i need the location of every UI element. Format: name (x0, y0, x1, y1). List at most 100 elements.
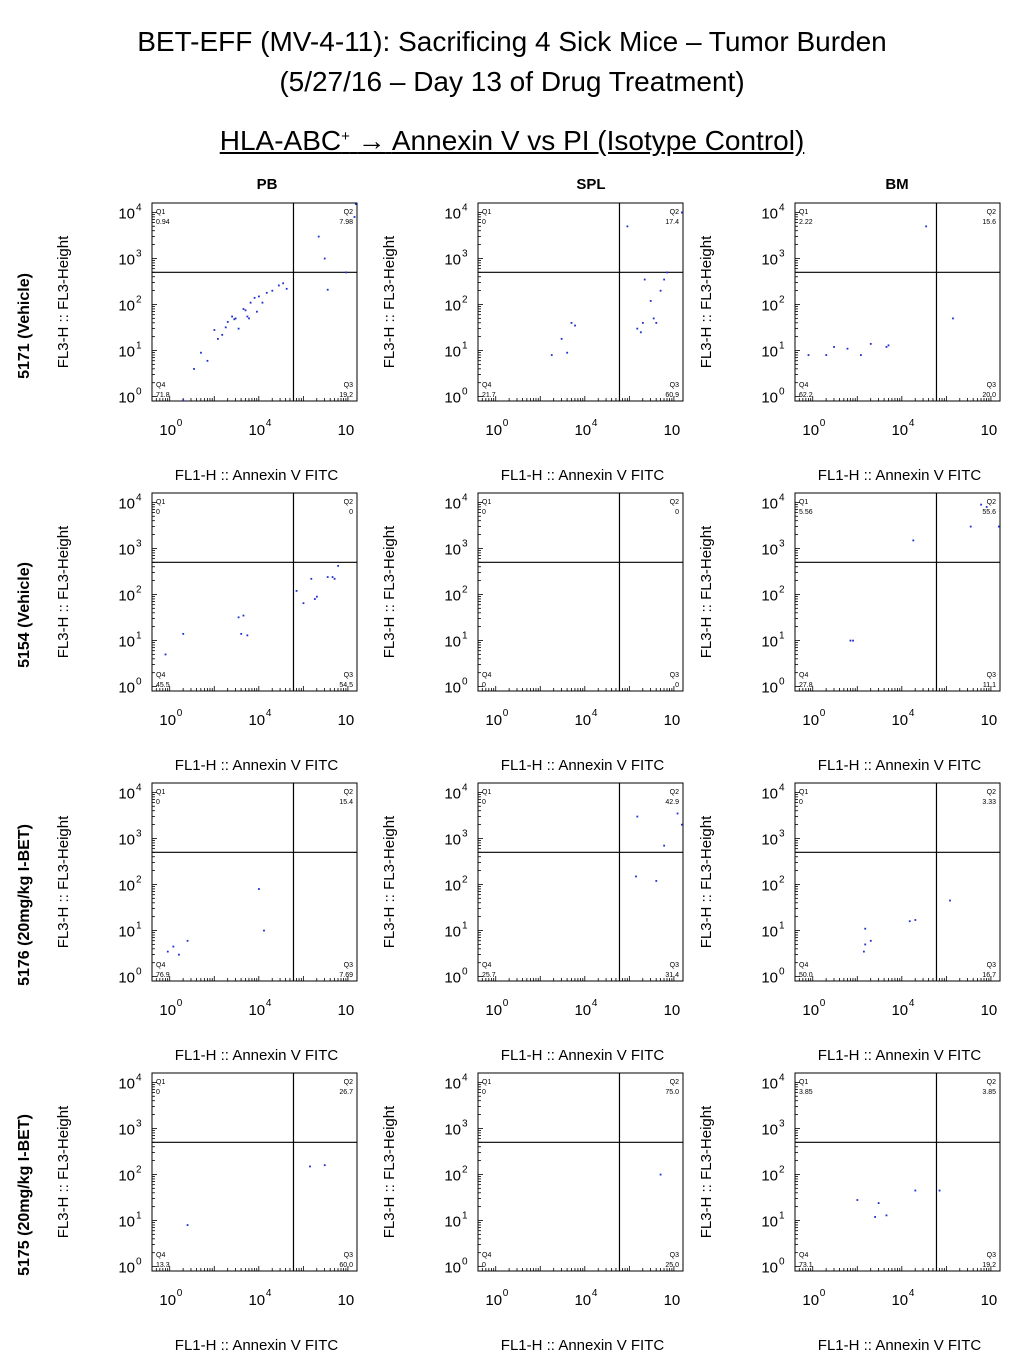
x-tick-label: 10 (802, 1002, 819, 1019)
column-header-spl: SPL (576, 176, 606, 193)
data-point (253, 296, 256, 299)
y-tick-exponent: 3 (136, 1118, 142, 1129)
quadrant-name-q2: Q2 (344, 1079, 353, 1086)
y-tick-label: 10 (118, 495, 135, 512)
y-tick-exponent: 3 (462, 538, 468, 549)
subtitle-text: Annexin V vs PI (Isotype Control) (391, 125, 805, 156)
quadrant-name-q2: Q2 (344, 499, 353, 506)
y-tick-exponent: 4 (779, 1072, 785, 1083)
plot-frame (794, 782, 1001, 982)
x-tick-label: 10 (248, 712, 265, 729)
quadrant-value-q4: 71.8 (156, 392, 170, 399)
data-point (635, 875, 637, 878)
data-point (997, 525, 1000, 528)
quadrant-name-q4: Q4 (156, 382, 165, 389)
quadrant-name-q3: Q3 (670, 962, 679, 969)
quadrant-name-q3: Q3 (344, 962, 353, 969)
y-tick-label: 10 (118, 785, 135, 802)
x-tick-label: 10 (338, 422, 355, 439)
data-point (885, 346, 888, 348)
data-point (246, 315, 249, 318)
x-tick-label: 10 (664, 712, 681, 729)
data-point (649, 300, 652, 302)
data-point (263, 929, 265, 932)
x-tick-label: 10 (248, 1292, 265, 1309)
x-tick-exponent: 0 (820, 998, 826, 1009)
y-tick-exponent: 1 (136, 341, 142, 352)
data-point (864, 927, 867, 930)
data-point (869, 939, 872, 942)
quadrant-value-q1: 5.56 (799, 509, 813, 516)
data-point (550, 354, 553, 356)
quadrant-value-q2: 26.7 (339, 1089, 353, 1096)
data-point (626, 225, 629, 228)
data-point (249, 301, 252, 304)
quadrant-name-q4: Q4 (482, 962, 491, 969)
x-tick-label: 10 (574, 712, 591, 729)
x-tick-label: 10 (981, 712, 998, 729)
data-point (337, 564, 340, 567)
data-point (323, 257, 326, 260)
y-tick-exponent: 1 (462, 631, 468, 642)
x-tick-exponent: 0 (820, 708, 826, 719)
quadrant-name-q3: Q3 (670, 1252, 679, 1259)
y-tick-label: 10 (118, 924, 135, 941)
quadrant-name-q2: Q2 (670, 1079, 679, 1086)
y-tick-label: 10 (118, 877, 135, 894)
data-point (877, 1202, 880, 1204)
x-tick-exponent: 4 (592, 998, 598, 1009)
gating-subtitle: HLA-ABC+ → Annexin V vs PI (Isotype Cont… (0, 124, 1024, 158)
x-tick-label: 10 (485, 712, 502, 729)
y-axis-label: FL3-H :: FL3-Height (55, 525, 72, 658)
y-tick-exponent: 0 (136, 1257, 142, 1268)
data-point (952, 317, 954, 320)
quadrant-value-q3: 60.0 (339, 1262, 353, 1269)
plot-frame (477, 782, 684, 982)
y-tick-label: 10 (761, 390, 778, 407)
data-point (277, 284, 280, 287)
quadrant-name-q4: Q4 (156, 962, 165, 969)
x-tick-label: 10 (891, 1292, 908, 1309)
x-tick-exponent: 4 (592, 708, 598, 719)
y-tick-label: 10 (761, 634, 778, 651)
y-tick-exponent: 3 (136, 248, 142, 259)
y-axis-label: FL3-H :: FL3-Height (698, 525, 715, 658)
data-point (655, 880, 658, 882)
x-tick-label: 10 (981, 422, 998, 439)
data-point (938, 1189, 941, 1192)
plot-frame (794, 1072, 1001, 1272)
x-tick-exponent: 0 (177, 708, 183, 719)
y-tick-label: 10 (761, 344, 778, 361)
y-tick-label: 10 (444, 634, 461, 651)
data-point (659, 1173, 662, 1176)
data-point (925, 225, 928, 228)
x-tick-label: 10 (891, 712, 908, 729)
quadrant-name-q4: Q4 (482, 382, 491, 389)
y-tick-exponent: 3 (462, 1118, 468, 1129)
data-point (864, 943, 867, 946)
data-point (164, 653, 167, 656)
y-tick-label: 10 (761, 831, 778, 848)
data-point (216, 337, 219, 340)
y-tick-exponent: 1 (779, 1211, 785, 1222)
y-tick-label: 10 (118, 1260, 135, 1277)
y-tick-label: 10 (444, 1121, 461, 1138)
data-point (213, 329, 216, 331)
x-tick-label: 10 (159, 712, 176, 729)
x-tick-exponent: 4 (266, 708, 272, 719)
y-tick-label: 10 (761, 877, 778, 894)
quadrant-name-q2: Q2 (344, 789, 353, 796)
y-tick-label: 10 (444, 785, 461, 802)
data-point (242, 614, 245, 617)
y-tick-exponent: 2 (462, 1164, 468, 1175)
y-tick-label: 10 (761, 587, 778, 604)
x-tick-label: 10 (802, 422, 819, 439)
quadrant-value-q1: 0 (799, 799, 803, 806)
y-tick-label: 10 (118, 205, 135, 222)
data-point (574, 324, 576, 327)
quadrant-value-q4: 73.1 (799, 1262, 813, 1269)
data-point (242, 308, 245, 310)
quadrant-value-q1: 0 (156, 509, 160, 516)
